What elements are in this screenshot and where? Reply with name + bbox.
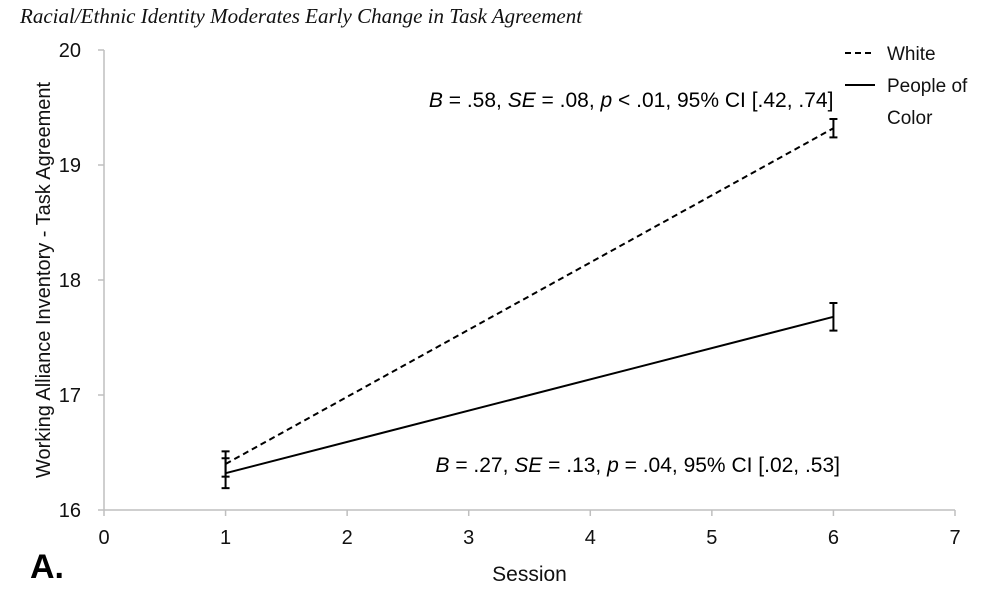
series-line	[225, 315, 834, 475]
legend-item-people-of-color: People of Color	[845, 76, 968, 129]
annotations: B = .58, SE = .08, p < .01, 95% CI [.42,…	[429, 89, 840, 477]
x-tick-label: 0	[98, 527, 109, 549]
annotation-white: B = .58, SE = .08, p < .01, 95% CI [.42,…	[429, 89, 834, 112]
error-bar	[829, 118, 838, 139]
legend-item-white: White	[845, 44, 936, 65]
chart-title: Racial/Ethnic Identity Moderates Early C…	[20, 4, 583, 28]
legend-label: People of	[887, 76, 968, 97]
error-bar	[829, 302, 838, 332]
x-tick-label: 1	[220, 527, 231, 549]
x-tick-label: 3	[463, 527, 474, 549]
y-tick-label: 20	[59, 40, 81, 62]
series-people-of-color	[221, 302, 838, 490]
y-tick-label: 19	[59, 155, 81, 177]
series-line	[225, 127, 834, 465]
series-layer	[221, 118, 838, 490]
legend: White People of Color	[845, 44, 968, 129]
x-tick-label: 7	[949, 527, 960, 549]
y-tick-label: 17	[59, 385, 81, 407]
legend-label: Color	[887, 108, 933, 129]
x-axis-label: Session	[492, 563, 567, 586]
y-axis-label: Working Alliance Inventory - Task Agreem…	[33, 81, 55, 478]
y-tick-label: 18	[59, 270, 81, 292]
x-tick-label: 4	[585, 527, 596, 549]
annotation-people-of-color: B = .27, SE = .13, p = .04, 95% CI [.02,…	[435, 454, 840, 477]
series-white	[221, 118, 838, 478]
x-tick-label: 5	[706, 527, 717, 549]
x-tick-label: 2	[342, 527, 353, 549]
legend-label: White	[887, 44, 936, 65]
axes: 0 1 2 3 4 5 6 7 16 17 18 19 20 Session Working Allianc…	[33, 40, 961, 586]
y-tick-label: 16	[59, 500, 81, 522]
panel-label: A.	[30, 548, 64, 586]
error-bar	[221, 457, 230, 490]
x-tick-label: 6	[828, 527, 839, 549]
